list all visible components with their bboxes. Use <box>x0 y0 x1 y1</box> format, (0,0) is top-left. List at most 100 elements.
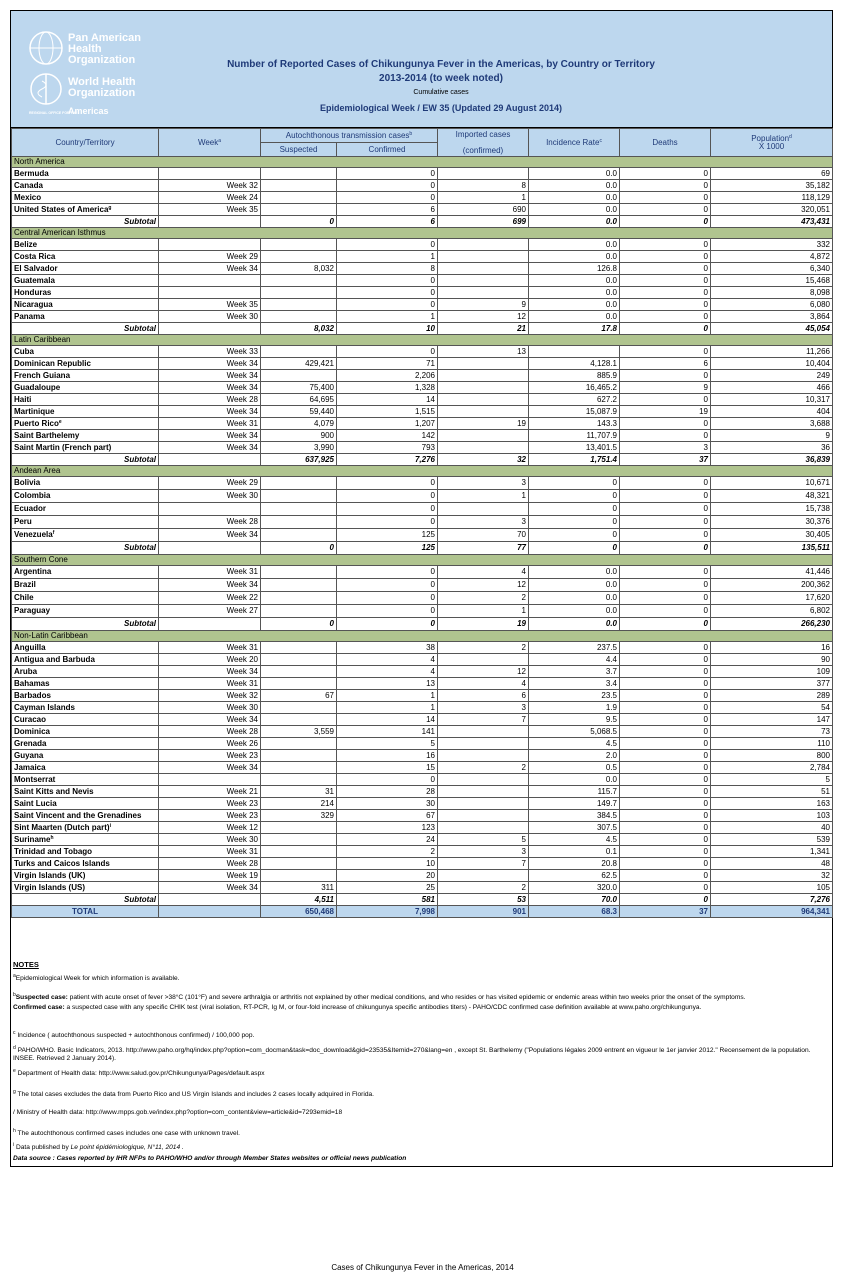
cell <box>260 641 337 654</box>
cell: 0.0 <box>528 215 620 228</box>
cell-text: 4.4 <box>605 654 617 664</box>
cell: 0 <box>619 797 711 810</box>
cell-text: 5,068.5 <box>590 726 617 736</box>
cell-text: Week 27 <box>226 606 258 615</box>
cell-text: 32 <box>821 870 830 880</box>
cell: Saint Kitts and Nevis <box>11 785 159 798</box>
cell: Week 31 <box>158 677 261 690</box>
cell <box>260 502 337 516</box>
cell-text: 637,925 <box>305 454 334 464</box>
cell-text: 3 <box>521 846 526 856</box>
cell: Aruba <box>11 665 159 678</box>
table-row: Dominica Week 28 3,559 141 5,068.5 0 73 <box>11 725 833 738</box>
cell: Anguilla <box>11 641 159 654</box>
cell: 249 <box>710 369 833 382</box>
cell <box>158 541 261 555</box>
cell: 36 <box>710 441 833 454</box>
cell-text: 7,276 <box>414 454 435 464</box>
cell: Surinameh <box>11 833 159 846</box>
cell: 109 <box>710 665 833 678</box>
cell-text: 1,328 <box>414 382 435 392</box>
table-row: Turks and Caicos Islands Week 28 10 7 20.8 0 4… <box>11 857 833 870</box>
cell-text: 0 <box>703 894 708 904</box>
cell: 0.0 <box>528 578 620 592</box>
cell: Canada <box>11 179 159 192</box>
cell: 0 <box>528 489 620 503</box>
cell: 0 <box>619 310 711 323</box>
cell: United States of Americag <box>11 203 159 216</box>
cell-text: Week 30 <box>226 834 258 844</box>
cell-text: 163 <box>816 798 830 808</box>
note-text: Incidence ( autochthonous suspected + au… <box>15 1032 255 1039</box>
cell: 320,051 <box>710 203 833 216</box>
cell: Week 34 <box>158 578 261 592</box>
note-text: The autochthonous confirmed cases includ… <box>15 1130 240 1137</box>
cell-text: Saint Vincent and the Grenadines <box>14 810 142 820</box>
cell: Week 23 <box>158 797 261 810</box>
cell: 24 <box>336 833 438 846</box>
cell-text: Week 34 <box>226 530 258 539</box>
cell: Haiti <box>11 393 159 406</box>
cell: 0 <box>619 604 711 618</box>
cell: 3 <box>619 441 711 454</box>
cell: Week 29 <box>158 476 261 490</box>
cell: 21 <box>437 322 529 335</box>
cell-text: 0 <box>703 287 708 297</box>
cell: Week 20 <box>158 653 261 666</box>
cell-text: 6 <box>430 204 435 214</box>
cell-text: 0.0 <box>605 180 617 190</box>
cell: Week 32 <box>158 689 261 702</box>
cell-text: 0 <box>703 870 708 880</box>
subtotal-row: Subtotal 0 0 19 0.0 0 266,230 <box>11 617 833 631</box>
cell-text: 12 <box>517 580 526 589</box>
cell-text: 70 <box>517 530 526 539</box>
cell-text: 8,032 <box>313 323 334 333</box>
cell-text: 11,707.9 <box>586 430 617 440</box>
cell: 2,784 <box>710 761 833 774</box>
cell-text: 37 <box>699 454 708 464</box>
footnote-mark: h <box>13 1128 16 1134</box>
cell-text: 0.1 <box>605 846 617 856</box>
cell: 332 <box>710 238 833 251</box>
cell: 8 <box>437 179 529 192</box>
cell: Curacao <box>11 713 159 726</box>
cell-text: Week 31 <box>226 678 258 688</box>
cell: 73 <box>710 725 833 738</box>
cell: 3,990 <box>260 441 337 454</box>
cell-text: 11,266 <box>806 346 830 356</box>
cell: 19 <box>437 417 529 430</box>
cell: French Guiana <box>11 369 159 382</box>
cell-text: 4 <box>430 666 435 676</box>
cell: 7,998 <box>336 905 438 918</box>
cell-text: 0 <box>703 619 708 628</box>
cell <box>437 797 529 810</box>
cell-text: 142 <box>421 430 435 440</box>
cell-text: 0 <box>430 567 435 576</box>
cell-text: 0 <box>703 311 708 321</box>
cell-text: Trinidad and Tobago <box>14 846 93 856</box>
cell: Week 27 <box>158 604 261 618</box>
cell-text: 0 <box>703 239 708 249</box>
cell-text: 69 <box>821 168 830 178</box>
cell-text: 3,559 <box>313 726 334 736</box>
cell <box>437 369 529 382</box>
cell: 53 <box>437 893 529 906</box>
cell: Bolivia <box>11 476 159 490</box>
cell-text: 1,515 <box>414 406 435 416</box>
cell-text: 0 <box>703 567 708 576</box>
cell: Trinidad and Tobago <box>11 845 159 858</box>
cell-text: 4 <box>521 567 526 576</box>
table-row: Cayman Islands Week 30 1 3 1.9 0 54 <box>11 701 833 714</box>
cell: 901 <box>437 905 529 918</box>
cell: 650,468 <box>260 905 337 918</box>
cell-text: 0 <box>430 239 435 249</box>
cell: Week 28 <box>158 857 261 870</box>
cell: 0 <box>619 179 711 192</box>
cell: 38 <box>336 641 438 654</box>
cell: 13 <box>336 677 438 690</box>
cell-text: Barbados <box>14 690 51 700</box>
footnote-mark: d <box>13 1045 16 1051</box>
cell-text: 0 <box>703 762 708 772</box>
cell-text: 0 <box>703 810 708 820</box>
table-row: Martinique Week 34 59,440 1,515 15,087.9 19 40… <box>11 405 833 418</box>
